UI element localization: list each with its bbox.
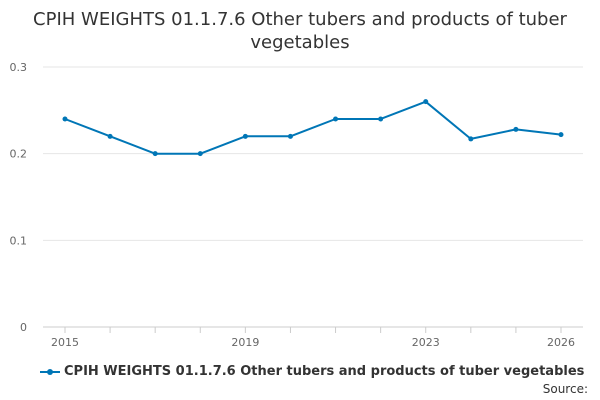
y-tick-label: 0.2 — [10, 148, 28, 161]
data-point — [378, 116, 384, 122]
source-label: Source: — [542, 382, 588, 396]
data-point — [287, 133, 293, 139]
x-tick-label: 2019 — [231, 336, 259, 349]
y-axis: 0 0.1 0.2 0.3 — [10, 61, 28, 334]
series-line — [64, 100, 562, 155]
x-tick-label: 2023 — [412, 336, 440, 349]
data-point — [107, 133, 113, 139]
data-point — [333, 116, 339, 122]
data-point — [62, 116, 68, 122]
y-tick-label: 0.3 — [10, 61, 28, 74]
data-point — [242, 133, 248, 139]
x-tick-label: 2015 — [51, 336, 79, 349]
grid-lines — [43, 66, 583, 241]
data-point — [558, 132, 564, 138]
data-point — [423, 99, 429, 105]
x-axis: 2015 2019 2023 2026 — [43, 326, 583, 349]
data-point — [468, 136, 474, 142]
y-tick-label: 0 — [20, 321, 27, 334]
series-layer — [62, 99, 564, 157]
legend[interactable]: CPIH WEIGHTS 01.1.7.6 Other tubers and p… — [40, 364, 584, 379]
data-point — [152, 151, 158, 157]
y-tick-label: 0.1 — [10, 234, 28, 247]
legend-line-icon — [40, 366, 60, 378]
data-point — [513, 126, 519, 132]
data-point — [197, 151, 203, 157]
chart-title: CPIH WEIGHTS 01.1.7.6 Other tubers and p… — [33, 9, 567, 53]
x-tick-label: 2026 — [547, 336, 575, 349]
legend-label: CPIH WEIGHTS 01.1.7.6 Other tubers and p… — [64, 364, 585, 379]
